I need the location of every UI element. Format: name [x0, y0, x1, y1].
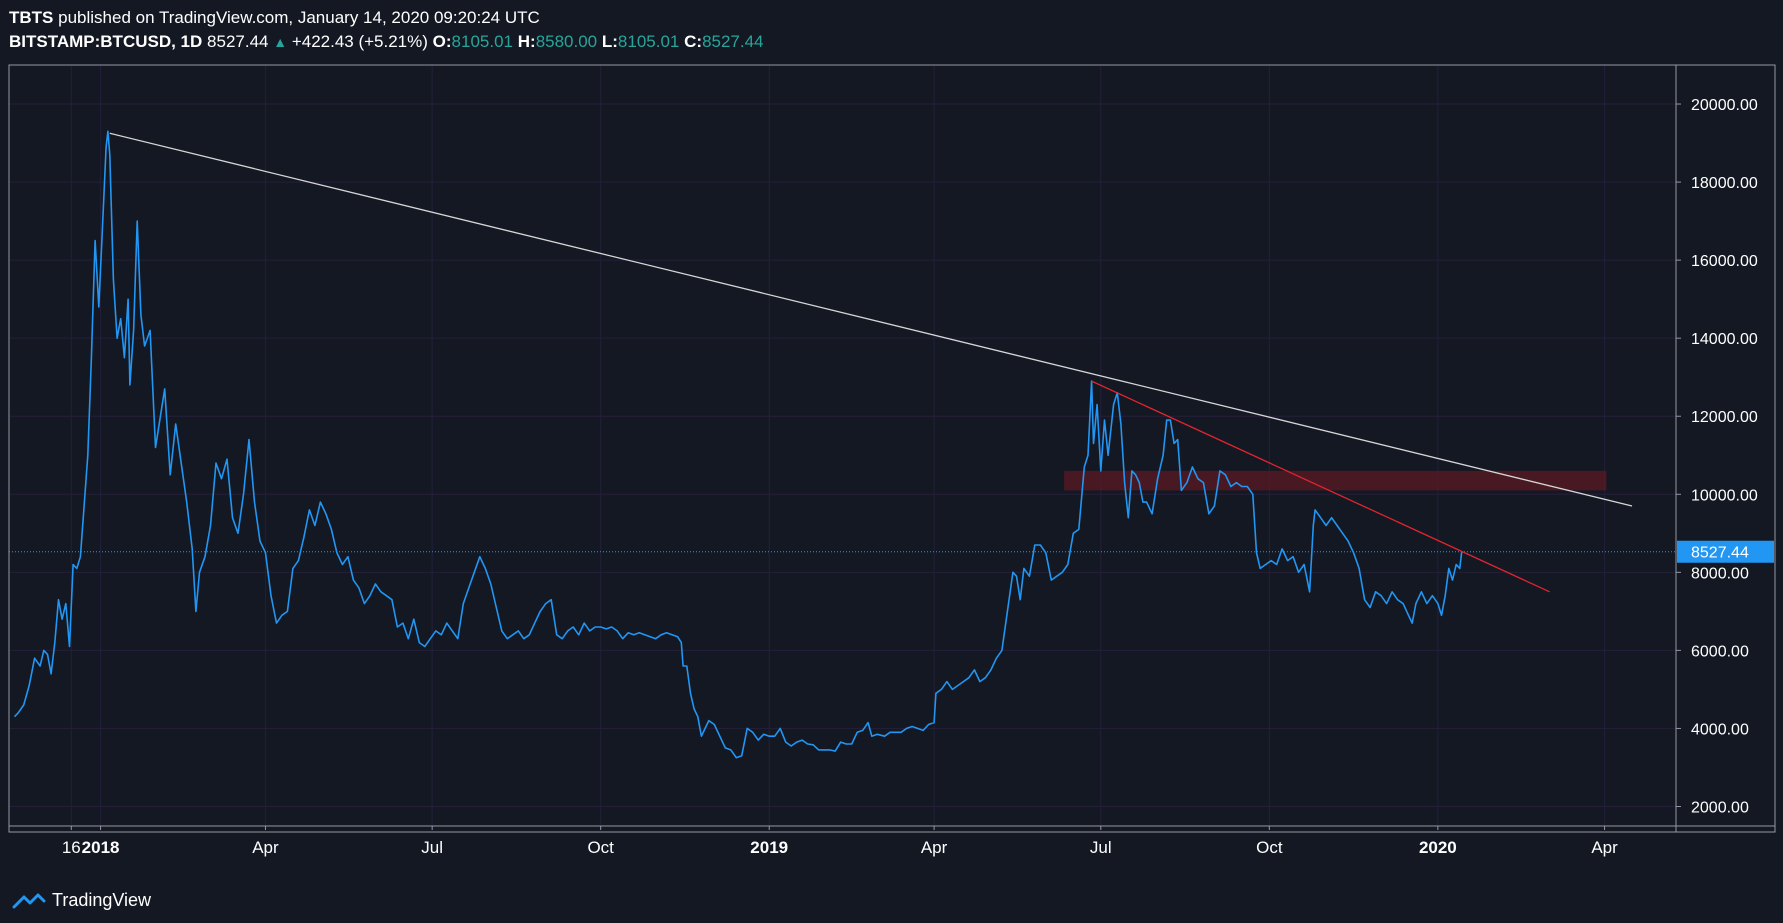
chart-frame: [8, 64, 1776, 833]
x-tick-label: Jul: [1090, 838, 1112, 857]
outer-frame: [8, 64, 1776, 833]
footer-brand[interactable]: TradingView: [12, 890, 151, 911]
legend-line: BITSTAMP:BTCUSD, 1D 8527.44 ▲ +422.43 (+…: [9, 30, 764, 54]
close-label: C:: [684, 32, 703, 51]
y-tick-label: 2000.00: [1691, 799, 1749, 816]
up-triangle-icon: ▲: [273, 34, 288, 50]
y-tick-label: 14000.00: [1691, 331, 1758, 348]
x-tick-label: Apr: [1591, 838, 1618, 857]
price-axis[interactable]: 20000.00 18000.00 16000.00 14000.00 12000.00…: [1676, 97, 1774, 816]
chart-header: TBTS published on TradingView.com, Janua…: [9, 6, 764, 54]
series-layer: [9, 130, 1676, 759]
last-price: 8527.44: [207, 32, 269, 51]
resistance-zone-rect: [1064, 470, 1607, 491]
x-tick-label: 2019: [750, 838, 788, 857]
current-price-label-bg: [1677, 540, 1774, 563]
y-tick-label: 18000.00: [1691, 175, 1758, 192]
y-tick-label: 16000.00: [1691, 253, 1758, 270]
x-tick-label: Apr: [921, 838, 948, 857]
x-tick-label: 2020: [1419, 838, 1457, 857]
low-value: 8105.01: [617, 32, 680, 51]
footer-brand-text: TradingView: [52, 890, 152, 910]
high-value: 8580.00: [535, 32, 598, 51]
current-price-label: 8527.44: [1691, 545, 1749, 562]
y-tick-label: 8000.00: [1691, 565, 1749, 582]
x-tick-label: Oct: [587, 838, 614, 857]
resistance-zone: [1064, 470, 1607, 491]
y-tick-label: 4000.00: [1691, 721, 1749, 738]
y-tick-label: 20000.00: [1691, 97, 1758, 114]
close-value: 8527.44: [702, 32, 764, 51]
y-tick-label: 12000.00: [1691, 409, 1758, 426]
x-tick-label: Apr: [252, 838, 279, 857]
high-label: H:: [517, 32, 536, 51]
trendlines: [109, 132, 1633, 593]
y-tick-label: 10000.00: [1691, 487, 1758, 504]
symbol-label[interactable]: BITSTAMP:BTCUSD, 1D: [9, 32, 203, 51]
x-tick-label: Jul: [421, 838, 443, 857]
time-axis[interactable]: 16 2018 Apr Jul Oct 2019 Apr Jul Oct 2020 Apr: [62, 826, 1618, 857]
white-trendline: [109, 132, 1633, 507]
publish-line: TBTS published on TradingView.com, Janua…: [9, 6, 764, 30]
y-tick-label: 6000.00: [1691, 643, 1749, 660]
open-label: O:: [432, 32, 452, 51]
x-tick-label: 16: [62, 838, 81, 857]
grid: [9, 65, 1676, 826]
btc-price-series: [13, 130, 1463, 759]
tradingview-logo-icon: [12, 893, 46, 908]
red-trendline: [1091, 380, 1550, 593]
open-value: 8105.01: [451, 32, 513, 51]
published-text: published on TradingView.com, January 14…: [58, 8, 540, 27]
x-tick-label: 2018: [82, 838, 120, 857]
low-label: L:: [601, 32, 618, 51]
price-change: +422.43 (+5.21%): [291, 32, 428, 51]
x-tick-label: Oct: [1256, 838, 1283, 857]
author-name[interactable]: TBTS: [9, 8, 54, 27]
